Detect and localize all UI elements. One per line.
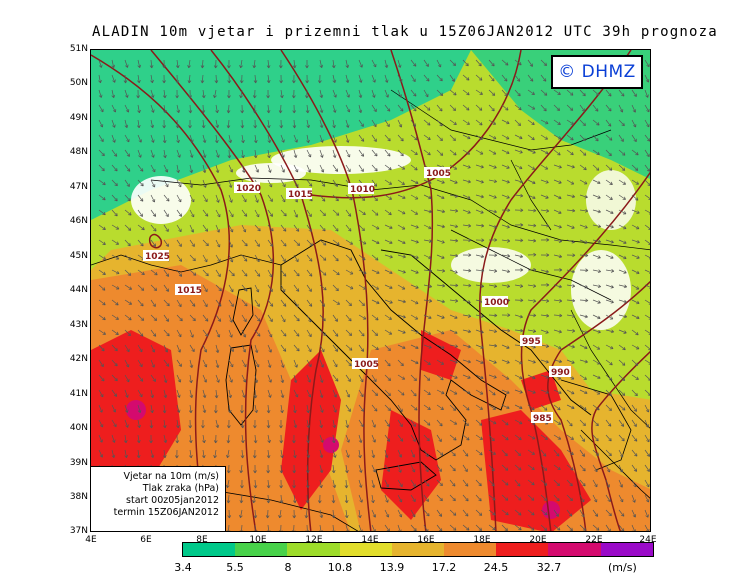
- legend-label: 5.5: [226, 561, 244, 574]
- legend-label: 3.4: [174, 561, 192, 574]
- lon-label: 4E: [85, 535, 97, 545]
- lon-label: 20E: [529, 535, 547, 545]
- isobar-label: 1015: [288, 190, 313, 200]
- wind-pressure-map: 1025 1020 1015 1015 1010 1005 1005 1000 …: [90, 49, 651, 532]
- legend-swatch: [496, 543, 549, 556]
- lon-label: 10E: [249, 535, 267, 545]
- legend-swatch: [600, 543, 653, 556]
- legend-label: 8: [284, 561, 292, 574]
- legend-swatch: [443, 543, 497, 556]
- legend-swatch: [391, 543, 444, 556]
- lon-label: 18E: [473, 535, 491, 545]
- lon-label: 12E: [305, 535, 323, 545]
- wind-arrows: [97, 59, 650, 531]
- isobar-label: 1015: [177, 286, 202, 296]
- lat-label: 43N: [69, 320, 88, 330]
- lat-label: 47N: [69, 182, 88, 192]
- info-line: Vjetar na 10m (m/s): [123, 471, 220, 482]
- lat-label: 48N: [69, 147, 88, 157]
- lat-label: 39N: [69, 458, 88, 468]
- lat-label: 46N: [69, 216, 88, 226]
- isobar-label: 990: [551, 368, 570, 378]
- info-box: Vjetar na 10m (m/s) Tlak zraka (hPa) sta…: [91, 466, 226, 531]
- lon-label: 8E: [196, 535, 208, 545]
- info-line: Tlak zraka (hPa): [142, 483, 219, 494]
- isobar-label: 1000: [484, 298, 509, 308]
- wind-speed-legend: [182, 542, 654, 557]
- lat-label: 38N: [69, 492, 88, 502]
- lat-label: 42N: [69, 354, 88, 364]
- lat-label: 45N: [69, 251, 88, 261]
- dhmz-logo: © DHMZ: [551, 55, 643, 89]
- isobar-label: 1025: [145, 252, 170, 262]
- lat-label: 49N: [69, 113, 88, 123]
- legend-unit: (m/s): [608, 561, 637, 574]
- legend-label: 13.9: [379, 561, 405, 574]
- legend-label: 10.8: [327, 561, 353, 574]
- legend-swatch: [235, 543, 288, 556]
- legend-swatch: [339, 543, 392, 556]
- map-title: ALADIN 10m vjetar i prizemni tlak u 15Z0…: [92, 24, 718, 40]
- info-line: termin 15Z06JAN2012: [113, 507, 219, 518]
- lat-label: 37N: [69, 526, 88, 536]
- isobar-label: 995: [522, 337, 541, 347]
- lat-label: 40N: [69, 423, 88, 433]
- legend-label: 17.2: [431, 561, 457, 574]
- legend-swatch: [548, 543, 601, 556]
- legend-label: 32.7: [536, 561, 562, 574]
- lon-label: 14E: [361, 535, 379, 545]
- legend-label: 24.5: [483, 561, 509, 574]
- lat-label: 41N: [69, 389, 88, 399]
- legend-swatch: [287, 543, 340, 556]
- isobar-label: 1005: [426, 169, 451, 179]
- lon-label: 6E: [140, 535, 152, 545]
- legend-swatch: [183, 543, 236, 556]
- lon-label: 24E: [639, 535, 657, 545]
- info-line: start 00z05jan2012: [126, 495, 219, 506]
- map-canvas: 1025 1020 1015 1015 1010 1005 1005 1000 …: [91, 50, 650, 531]
- lon-label: 22E: [585, 535, 603, 545]
- isobar-label: 1020: [236, 184, 261, 194]
- lat-label: 51N: [69, 44, 88, 54]
- isobar-label: 985: [533, 414, 552, 424]
- isobar-label: 1005: [354, 360, 379, 370]
- lat-label: 44N: [69, 285, 88, 295]
- lon-label: 16E: [417, 535, 435, 545]
- lat-label: 50N: [69, 78, 88, 88]
- isobar-label: 1010: [350, 185, 375, 195]
- isobar-labels: 1025 1020 1015 1015 1010 1005 1005 1000 …: [143, 167, 571, 424]
